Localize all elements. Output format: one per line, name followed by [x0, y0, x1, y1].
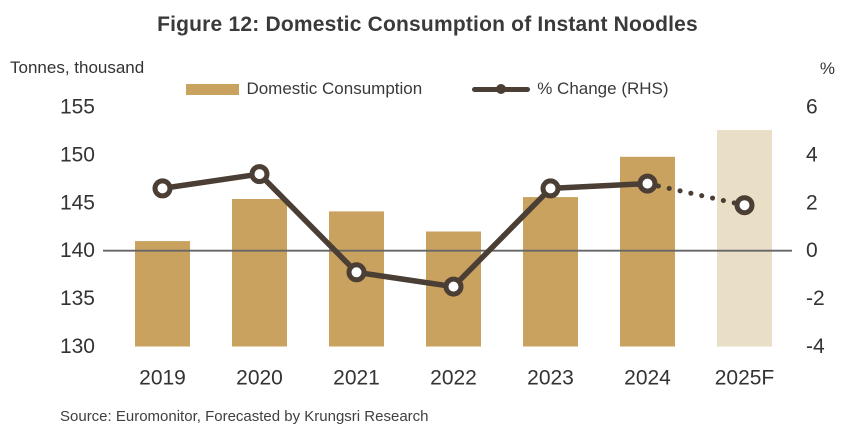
left-axis-unit-label: Tonnes, thousand	[10, 58, 145, 77]
bar-legend-swatch	[186, 83, 240, 95]
legend-item-domestic-consumption: Domestic Consumption	[186, 79, 422, 99]
line-marker-2019	[152, 178, 173, 199]
source-note: Source: Euromonitor, Forecasted by Krung…	[60, 408, 429, 425]
right-axis-tick--2: -2	[806, 287, 825, 310]
left-axis-tick-155: 155	[60, 96, 95, 119]
right-axis-tick-6: 6	[806, 96, 818, 119]
right-axis-tick-2: 2	[806, 191, 818, 214]
x-axis-label-2023: 2023	[527, 367, 574, 390]
line-legend-marker-ring-icon	[496, 84, 507, 94]
line-marker-2021	[346, 262, 367, 283]
x-axis-label-2025F: 2025F	[715, 367, 775, 390]
bar-2025F	[717, 130, 772, 347]
line-marker-2020	[249, 164, 270, 185]
right-axis-tick-0: 0	[806, 239, 818, 262]
right-axis-tick-4: 4	[806, 143, 818, 166]
bar-2020	[232, 199, 287, 347]
pct-change-line	[162, 171, 648, 290]
right-axis-tick--4: -4	[806, 335, 825, 358]
line-legend-swatch	[472, 84, 531, 94]
bar-2019	[135, 241, 190, 347]
bar-2023	[523, 197, 578, 347]
x-axis-label-2024: 2024	[624, 367, 671, 390]
left-axis-tick-140: 140	[60, 239, 95, 262]
left-axis-tick-145: 145	[60, 191, 95, 214]
chart-title: Figure 12: Domestic Consumption of Insta…	[157, 13, 698, 36]
x-axis-label-2020: 2020	[236, 367, 283, 390]
line-marker-2023	[540, 178, 561, 199]
right-axis-unit-label: %	[819, 59, 835, 78]
line-marker-2024	[637, 173, 658, 194]
line-marker-2022	[443, 276, 464, 297]
chart-legend: Domestic Consumption % Change (RHS)	[0, 79, 855, 99]
left-axis-tick-130: 130	[60, 335, 95, 358]
legend-bar-label: Domestic Consumption	[246, 79, 423, 98]
legend-line-label: % Change (RHS)	[537, 79, 669, 98]
x-axis-label-2019: 2019	[139, 367, 186, 390]
left-axis-tick-135: 135	[60, 287, 95, 310]
legend-item-pct-change: % Change (RHS)	[472, 79, 669, 99]
x-axis-label-2022: 2022	[430, 367, 477, 390]
line-marker-2025F	[734, 195, 755, 216]
left-axis-tick-150: 150	[60, 143, 95, 166]
x-axis-label-2021: 2021	[333, 367, 380, 390]
